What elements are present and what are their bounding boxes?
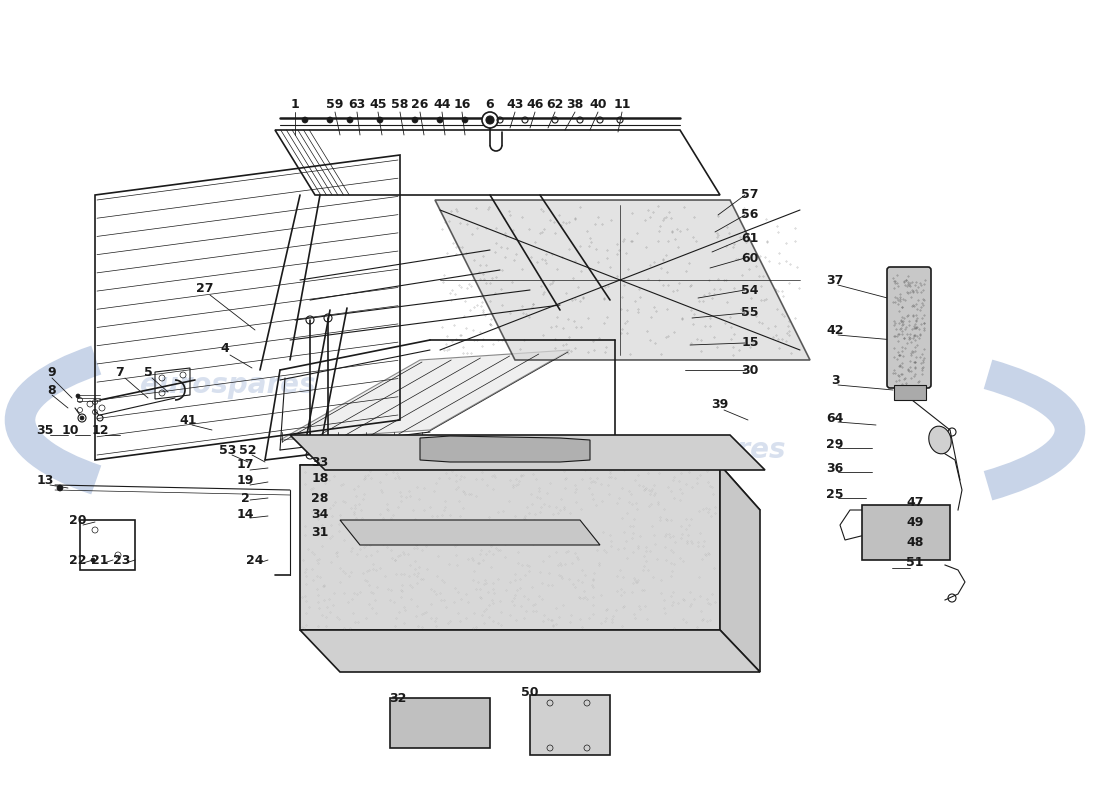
Text: 63: 63: [349, 98, 365, 111]
Text: 22: 22: [69, 554, 87, 566]
Text: 39: 39: [712, 398, 728, 411]
Text: 19: 19: [236, 474, 254, 486]
Text: 58: 58: [392, 98, 409, 111]
Text: 8: 8: [47, 383, 56, 397]
Text: 35: 35: [36, 423, 54, 437]
Text: 55: 55: [741, 306, 759, 319]
Text: 21: 21: [91, 554, 109, 566]
Text: 28: 28: [311, 491, 329, 505]
Text: 36: 36: [826, 462, 844, 474]
Polygon shape: [420, 436, 590, 462]
Circle shape: [377, 117, 383, 123]
Text: 52: 52: [240, 443, 256, 457]
Polygon shape: [300, 465, 720, 630]
Circle shape: [412, 117, 418, 123]
Text: 27: 27: [196, 282, 213, 294]
FancyBboxPatch shape: [887, 267, 931, 388]
Text: 46: 46: [526, 98, 543, 111]
Polygon shape: [300, 465, 760, 510]
Circle shape: [80, 416, 84, 420]
Text: 59: 59: [327, 98, 343, 111]
Text: 40: 40: [590, 98, 607, 111]
Text: 62: 62: [547, 98, 563, 111]
Polygon shape: [340, 520, 600, 545]
Text: 49: 49: [906, 517, 924, 530]
Text: 48: 48: [906, 537, 924, 550]
Text: 30: 30: [741, 363, 759, 377]
Text: 14: 14: [236, 509, 254, 522]
Text: 33: 33: [311, 455, 329, 469]
Text: 20: 20: [69, 514, 87, 526]
Circle shape: [57, 485, 63, 491]
Circle shape: [76, 394, 80, 398]
Text: 2: 2: [241, 491, 250, 505]
Text: 45: 45: [370, 98, 387, 111]
Text: 7: 7: [116, 366, 124, 379]
Circle shape: [462, 117, 468, 123]
Text: 43: 43: [506, 98, 524, 111]
Text: 11: 11: [614, 98, 630, 111]
Text: 42: 42: [826, 323, 844, 337]
Text: 57: 57: [741, 189, 759, 202]
Text: 3: 3: [830, 374, 839, 386]
Polygon shape: [280, 350, 570, 440]
Polygon shape: [300, 630, 760, 672]
Text: 12: 12: [91, 423, 109, 437]
Text: eurospares: eurospares: [610, 436, 785, 464]
Text: 34: 34: [311, 509, 329, 522]
Text: 4: 4: [221, 342, 230, 354]
Circle shape: [302, 117, 308, 123]
Circle shape: [327, 117, 333, 123]
Text: 61: 61: [741, 231, 759, 245]
Text: 41: 41: [179, 414, 197, 426]
Polygon shape: [862, 505, 950, 560]
Text: 15: 15: [741, 337, 759, 350]
Polygon shape: [530, 695, 610, 755]
Text: 16: 16: [453, 98, 471, 111]
Text: 5: 5: [144, 366, 153, 379]
Circle shape: [482, 112, 498, 128]
Circle shape: [437, 117, 443, 123]
Polygon shape: [434, 200, 810, 360]
Text: 9: 9: [47, 366, 56, 379]
Circle shape: [346, 117, 353, 123]
Text: 32: 32: [389, 691, 407, 705]
Text: 18: 18: [311, 471, 329, 485]
Text: 50: 50: [521, 686, 539, 699]
Text: 51: 51: [906, 557, 924, 570]
Text: 54: 54: [741, 283, 759, 297]
Polygon shape: [894, 385, 926, 400]
Text: 47: 47: [906, 497, 924, 510]
Text: 64: 64: [826, 411, 844, 425]
Text: 31: 31: [311, 526, 329, 539]
Text: 6: 6: [486, 98, 494, 111]
Text: 44: 44: [433, 98, 451, 111]
Circle shape: [486, 116, 494, 124]
Text: 37: 37: [826, 274, 844, 286]
Text: 10: 10: [62, 423, 79, 437]
Text: 23: 23: [113, 554, 131, 566]
Polygon shape: [390, 698, 490, 748]
Text: 56: 56: [741, 209, 759, 222]
Text: 17: 17: [236, 458, 254, 471]
Circle shape: [91, 558, 95, 562]
Text: 60: 60: [741, 251, 759, 265]
Text: eurospares: eurospares: [140, 371, 316, 399]
Text: 24: 24: [246, 554, 264, 566]
Text: 26: 26: [411, 98, 429, 111]
Polygon shape: [720, 465, 760, 672]
Text: 29: 29: [826, 438, 844, 451]
Text: 25: 25: [826, 489, 844, 502]
Text: 38: 38: [566, 98, 584, 111]
Text: 13: 13: [36, 474, 54, 486]
Ellipse shape: [928, 426, 952, 454]
Text: 53: 53: [219, 443, 236, 457]
Polygon shape: [290, 435, 764, 470]
Text: 1: 1: [290, 98, 299, 111]
